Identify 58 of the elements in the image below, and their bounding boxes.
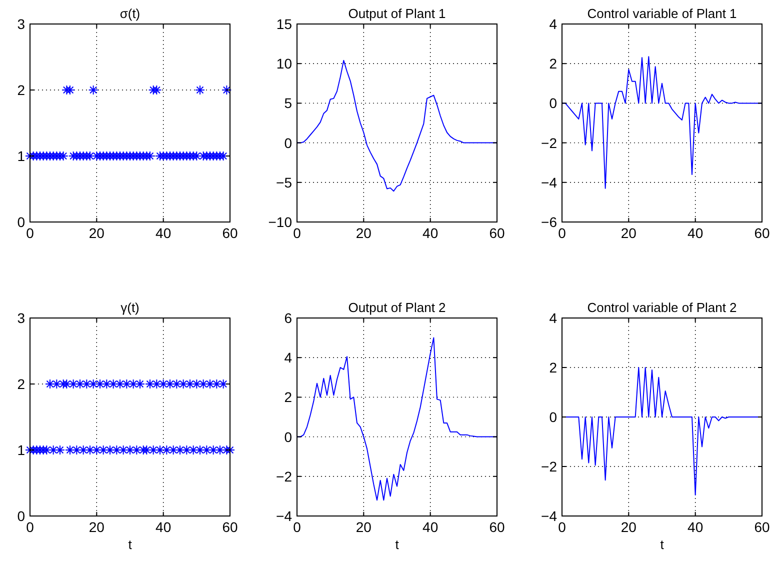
- x-tick-label: 40: [422, 519, 438, 535]
- y-tick-label: −5: [276, 174, 292, 190]
- x-tick-label: 60: [754, 519, 770, 535]
- x-tick-label: 40: [156, 225, 172, 241]
- y-tick-label: 0: [284, 134, 292, 151]
- y-tick-label: 2: [17, 376, 26, 392]
- chart-title: σ(t): [120, 6, 140, 21]
- x-tick-label: 20: [88, 519, 105, 535]
- x-tick-label: 40: [688, 519, 704, 535]
- x-tick-label: 60: [754, 225, 770, 241]
- y-tick-label: 10: [276, 56, 292, 72]
- y-tick-label: 1: [17, 442, 26, 458]
- y-tick-label: 4: [284, 350, 292, 366]
- y-tick-label: 5: [284, 95, 292, 112]
- chart-title: Output of Plant 1: [348, 6, 446, 21]
- x-tick-label: 20: [620, 519, 637, 535]
- y-tick-label: −4: [541, 508, 558, 524]
- x-tick-label: 20: [356, 225, 372, 241]
- chart-title: Control variable of Plant 1: [587, 6, 737, 21]
- y-tick-label: 0: [549, 95, 558, 112]
- chart-title: Output of Plant 2: [348, 300, 446, 315]
- chart-title: Control variable of Plant 2: [587, 300, 737, 315]
- x-tick-label: 60: [489, 519, 505, 535]
- x-tick-label: 40: [422, 225, 438, 241]
- y-tick-label: −4: [276, 508, 292, 524]
- chart-title: γ(t): [120, 300, 140, 315]
- y-tick-label: 0: [549, 409, 558, 425]
- x-tick-label: 20: [620, 225, 637, 241]
- y-tick-label: −2: [541, 134, 558, 151]
- y-tick-label: 2: [549, 56, 558, 72]
- y-tick-label: 3: [17, 310, 26, 326]
- x-axis-title: t: [660, 537, 664, 552]
- y-tick-label: 0: [17, 508, 26, 524]
- y-tick-label: 2: [549, 360, 558, 376]
- y-tick-label: 4: [549, 16, 558, 32]
- y-tick-label: 0: [17, 214, 26, 230]
- x-tick-label: 40: [156, 519, 172, 535]
- y-tick-label: 4: [549, 310, 558, 326]
- y-tick-label: −10: [268, 214, 292, 230]
- x-tick-label: 20: [88, 225, 105, 241]
- x-axis-title: t: [395, 537, 400, 552]
- x-tick-label: 60: [222, 519, 238, 535]
- x-tick-label: 60: [489, 225, 505, 241]
- x-tick-label: 60: [222, 225, 238, 241]
- y-tick-label: −6: [541, 214, 558, 230]
- y-tick-label: 1: [17, 148, 26, 164]
- y-tick-label: −2: [276, 468, 292, 484]
- y-tick-label: −4: [541, 174, 558, 190]
- y-tick-label: 15: [276, 16, 292, 32]
- x-axis-title: t: [128, 537, 132, 552]
- x-tick-label: 20: [356, 519, 372, 535]
- y-tick-label: −2: [541, 458, 558, 474]
- x-tick-label: 40: [688, 225, 704, 241]
- y-tick-label: 0: [284, 428, 292, 445]
- y-tick-label: 2: [284, 389, 292, 406]
- y-tick-label: 3: [17, 16, 26, 32]
- y-tick-label: 2: [17, 82, 26, 98]
- y-tick-label: 6: [284, 310, 292, 326]
